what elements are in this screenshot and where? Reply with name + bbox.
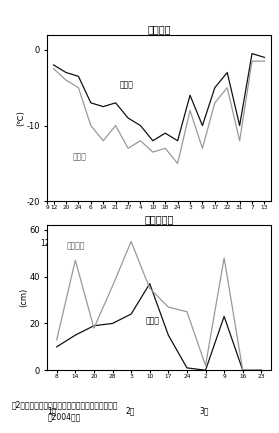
- Title: 積雪の推移: 積雪の推移: [144, 214, 174, 224]
- Text: 松林内: 松林内: [119, 81, 133, 90]
- Text: 2月: 2月: [125, 407, 135, 416]
- Text: 囲2．　松林内と給餐場における気温、積雪の推移: 囲2． 松林内と給餐場における気温、積雪の推移: [11, 401, 118, 410]
- Text: 給餐場脅: 給餐場脅: [67, 242, 85, 251]
- Text: 3月: 3月: [199, 407, 208, 416]
- Text: 1月: 1月: [47, 407, 57, 416]
- Title: 最低気温: 最低気温: [147, 24, 171, 34]
- Text: 12月: 12月: [40, 238, 54, 247]
- Text: 3月: 3月: [177, 238, 186, 247]
- Y-axis label: (cm): (cm): [19, 288, 28, 307]
- Y-axis label: (℃): (℃): [16, 110, 25, 126]
- Text: 松林内: 松林内: [146, 317, 160, 326]
- Text: 給餐場: 給餐場: [72, 153, 86, 162]
- Text: 2月: 2月: [130, 238, 139, 247]
- Text: 4月: 4月: [228, 238, 237, 247]
- Text: 1月: 1月: [85, 238, 95, 247]
- Text: （2004年）: （2004年）: [47, 412, 81, 421]
